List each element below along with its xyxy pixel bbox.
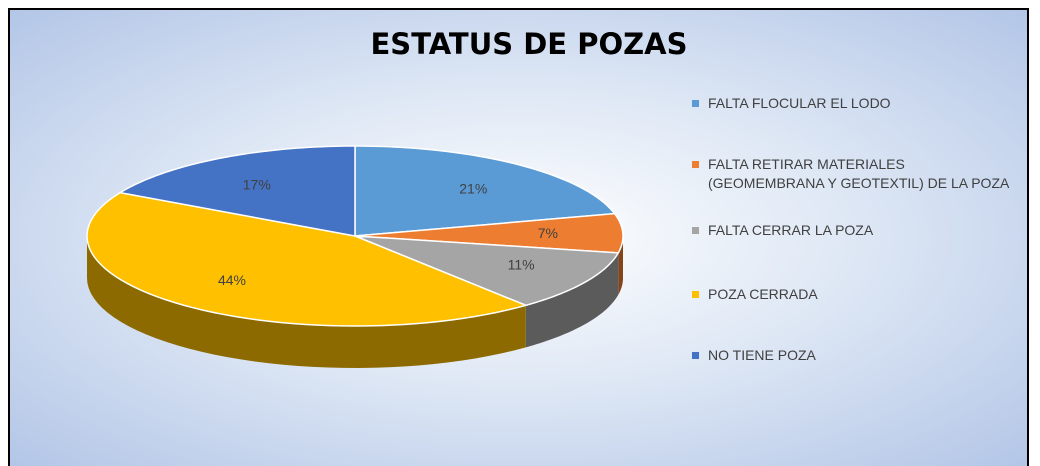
pie-side [87, 236, 526, 368]
chart-title: ESTATUS DE POZAS [371, 27, 688, 61]
chart-frame: ESTATUS DE POZAS 21% 7% 11% 44% 17% FALTA FL… [8, 8, 1029, 466]
legend-label: FALTA RETIRAR MATERIALES (GEOMEMBRANA Y … [708, 156, 1010, 191]
legend-item: POZA CERRADA [692, 285, 1018, 304]
pie-slice [118, 145, 356, 237]
legend-label: FALTA FLOCULAR EL LODO [708, 95, 891, 111]
data-label: 11% [508, 256, 535, 272]
legend-item: FALTA FLOCULAR EL LODO [692, 94, 1018, 113]
legend-item: FALTA CERRAR LA POZA [692, 221, 1018, 240]
data-label: 21% [459, 180, 487, 196]
data-label: 7% [538, 225, 558, 241]
legend-label: POZA CERRADA [708, 286, 818, 302]
legend-swatch [692, 227, 699, 234]
pie-slice [354, 145, 617, 237]
pie-slice [86, 191, 529, 327]
chart: ESTATUS DE POZAS 21% 7%11% 44% 17% [86, 27, 688, 368]
pie-slice [354, 235, 620, 307]
legend-swatch [692, 352, 699, 359]
legend-swatch [692, 291, 699, 298]
legend-item: NO TIENE POZA [692, 346, 1018, 365]
legend-label: NO TIENE POZA [708, 347, 816, 363]
data-label: 44% [218, 272, 246, 288]
data-label: 17% [243, 176, 271, 192]
legend-swatch [692, 100, 699, 107]
legend-label: FALTA CERRAR LA POZA [708, 222, 874, 238]
legend-swatch [692, 161, 699, 168]
legend-item: FALTA RETIRAR MATERIALES (GEOMEMBRANA Y … [692, 155, 1018, 193]
pie-slice [354, 212, 624, 254]
